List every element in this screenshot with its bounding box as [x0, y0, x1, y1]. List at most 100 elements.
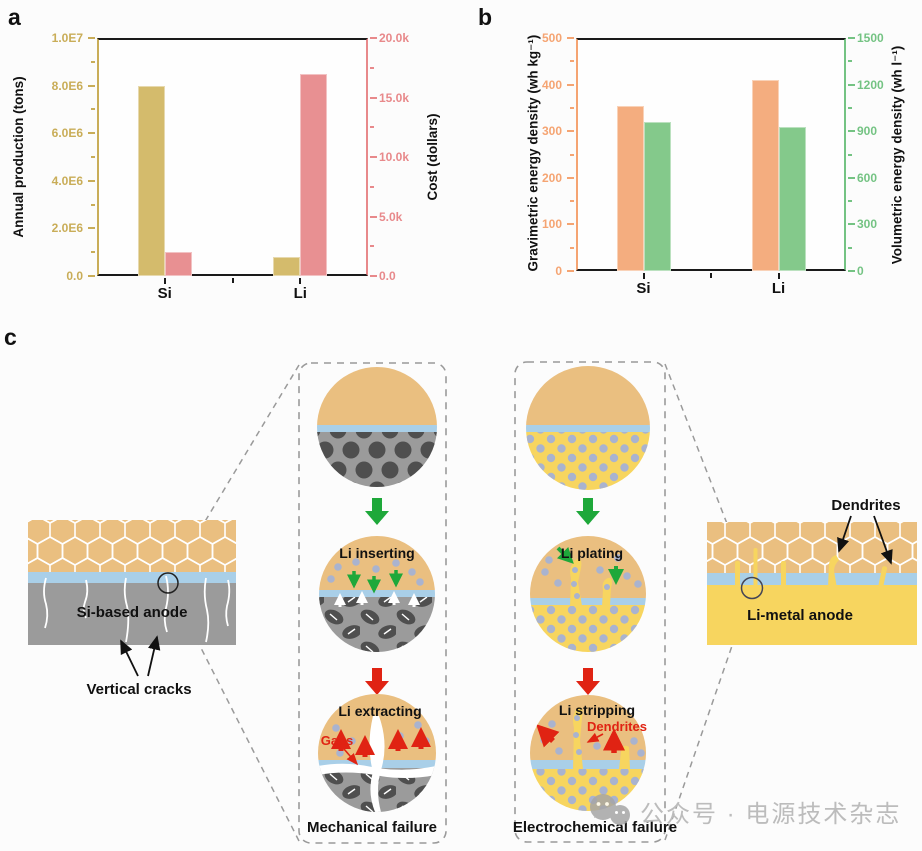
right-minor-tick	[370, 66, 374, 69]
li-extract-arrows	[331, 727, 431, 757]
li-stripping-arrows	[536, 724, 625, 753]
vertical-cracks	[43, 575, 231, 643]
bar-Si-left-series	[137, 85, 165, 276]
li-anode-label: Li-metal anode	[747, 607, 853, 624]
left-major-tick	[88, 132, 95, 135]
left-major-tick	[567, 83, 574, 86]
category-tick	[777, 273, 780, 279]
dendrites-callout: Dendrites	[831, 497, 901, 565]
right-tick-label: 300	[857, 217, 878, 232]
left-minor-tick	[91, 60, 95, 63]
category-tick	[299, 278, 302, 284]
red-down-arrow	[576, 668, 600, 695]
left-tick-label: 500	[541, 31, 562, 45]
panel-c-label: c	[4, 324, 17, 350]
category-boundary-tick	[231, 278, 234, 283]
right-minor-tick	[848, 106, 852, 109]
right-minor-tick	[370, 185, 374, 188]
left-tick-label: 2.0E6	[51, 221, 83, 236]
right-major-tick	[370, 156, 377, 158]
zoom-circle-li	[740, 576, 764, 600]
left-minor-tick	[570, 106, 574, 109]
left-major-tick	[567, 270, 574, 272]
left-major-tick	[567, 176, 574, 179]
magnified-si-pristine	[317, 367, 437, 487]
watermark: 公众号 · 电源技术杂志	[586, 792, 901, 830]
expansion-arrows	[334, 591, 420, 607]
left-major-tick	[88, 37, 95, 39]
mechanical-failure-caption: Mechanical failure	[307, 819, 437, 836]
bar-Li-left-series	[751, 79, 779, 271]
left-minor-tick	[91, 108, 95, 111]
mechanical-failure-box	[298, 362, 447, 844]
li-ions	[327, 558, 424, 586]
category-tick	[642, 273, 645, 279]
zoom-circle-si	[157, 572, 179, 594]
left-tick-label: 200	[541, 170, 562, 185]
watermark-text: 公众号 · 电源技术杂志	[640, 800, 902, 828]
left-major-tick	[88, 84, 95, 87]
li-stripping-label: Li stripping	[559, 702, 635, 718]
bar-Li-left-series	[273, 256, 301, 276]
vertical-cracks-label: Vertical cracks	[86, 681, 191, 698]
dendrites-red-label: Dendrites	[587, 719, 647, 734]
left-major-tick	[88, 275, 95, 277]
left-minor-tick	[570, 200, 574, 203]
left-tick-label: 1.0E7	[51, 31, 83, 45]
left-minor-tick	[570, 246, 574, 249]
left-tick-label: 8.0E6	[51, 78, 83, 93]
chart-annual-production-cost: 0.0 2.0E6 4.0E6 6.0E6 8.0E6 1.0E7 Annual produ…	[0, 0, 440, 320]
si-anode-label: Si-based anode	[77, 604, 188, 621]
zoom-connector-lines	[167, 363, 753, 842]
category-label: Si	[636, 280, 651, 297]
left-major-tick	[567, 37, 574, 39]
bar-Si-left-series	[616, 105, 644, 271]
right-major-tick	[848, 270, 855, 272]
right-tick-label: 0.0	[379, 269, 396, 283]
right-tick-label: 600	[857, 170, 878, 185]
right-major-tick	[370, 215, 377, 218]
magnified-li-plating	[530, 536, 646, 652]
li-extracting-label: Li extracting	[338, 703, 421, 719]
right-tick-label: 900	[857, 124, 878, 139]
left-tick-label: 0.0	[66, 269, 83, 283]
electrochemical-failure-box	[514, 361, 666, 843]
gaps-pointer-arrow	[343, 748, 359, 766]
left-tick-label: 6.0E6	[51, 126, 83, 141]
left-minor-tick	[570, 153, 574, 156]
left-minor-tick	[570, 60, 574, 63]
li-plating-label: Li plating	[561, 545, 623, 561]
right-minor-tick	[370, 245, 374, 248]
left-major-tick	[567, 223, 574, 226]
right-tick-label: 20.0k	[379, 31, 410, 45]
right-tick-label: 1500	[857, 31, 884, 45]
category-boundary-tick	[710, 273, 712, 278]
left-tick-label: 0	[555, 264, 562, 278]
right-tick-label: 10.0k	[379, 150, 410, 164]
li-plating-arrows	[556, 546, 624, 585]
right-tick-label: 5.0k	[379, 209, 403, 224]
right-major-tick	[848, 37, 855, 39]
left-tick-label: 100	[541, 217, 562, 232]
right-minor-tick	[848, 200, 852, 203]
wechat-icon	[590, 794, 630, 825]
small-dendrite	[619, 745, 630, 769]
bar-Si-right-series	[164, 252, 192, 276]
dendrites-label: Dendrites	[831, 497, 900, 514]
red-down-arrow	[365, 668, 389, 695]
green-down-arrow	[365, 498, 389, 525]
category-label: Li	[293, 285, 307, 302]
li-insert-arrows	[347, 570, 403, 594]
right-minor-tick	[848, 246, 852, 249]
right-major-tick	[848, 176, 855, 179]
bar-Si-right-series	[643, 121, 671, 271]
left-minor-tick	[91, 251, 95, 254]
right-major-tick	[848, 223, 855, 226]
right-tick-label: 0	[857, 264, 864, 278]
panel-a-label: a	[8, 4, 21, 30]
right-major-tick	[848, 130, 855, 133]
right-major-tick	[370, 275, 377, 277]
dendrites-pointer-arrow	[586, 732, 604, 743]
bar-Li-right-series	[300, 73, 328, 276]
left-tick-label: 4.0E6	[51, 173, 83, 188]
